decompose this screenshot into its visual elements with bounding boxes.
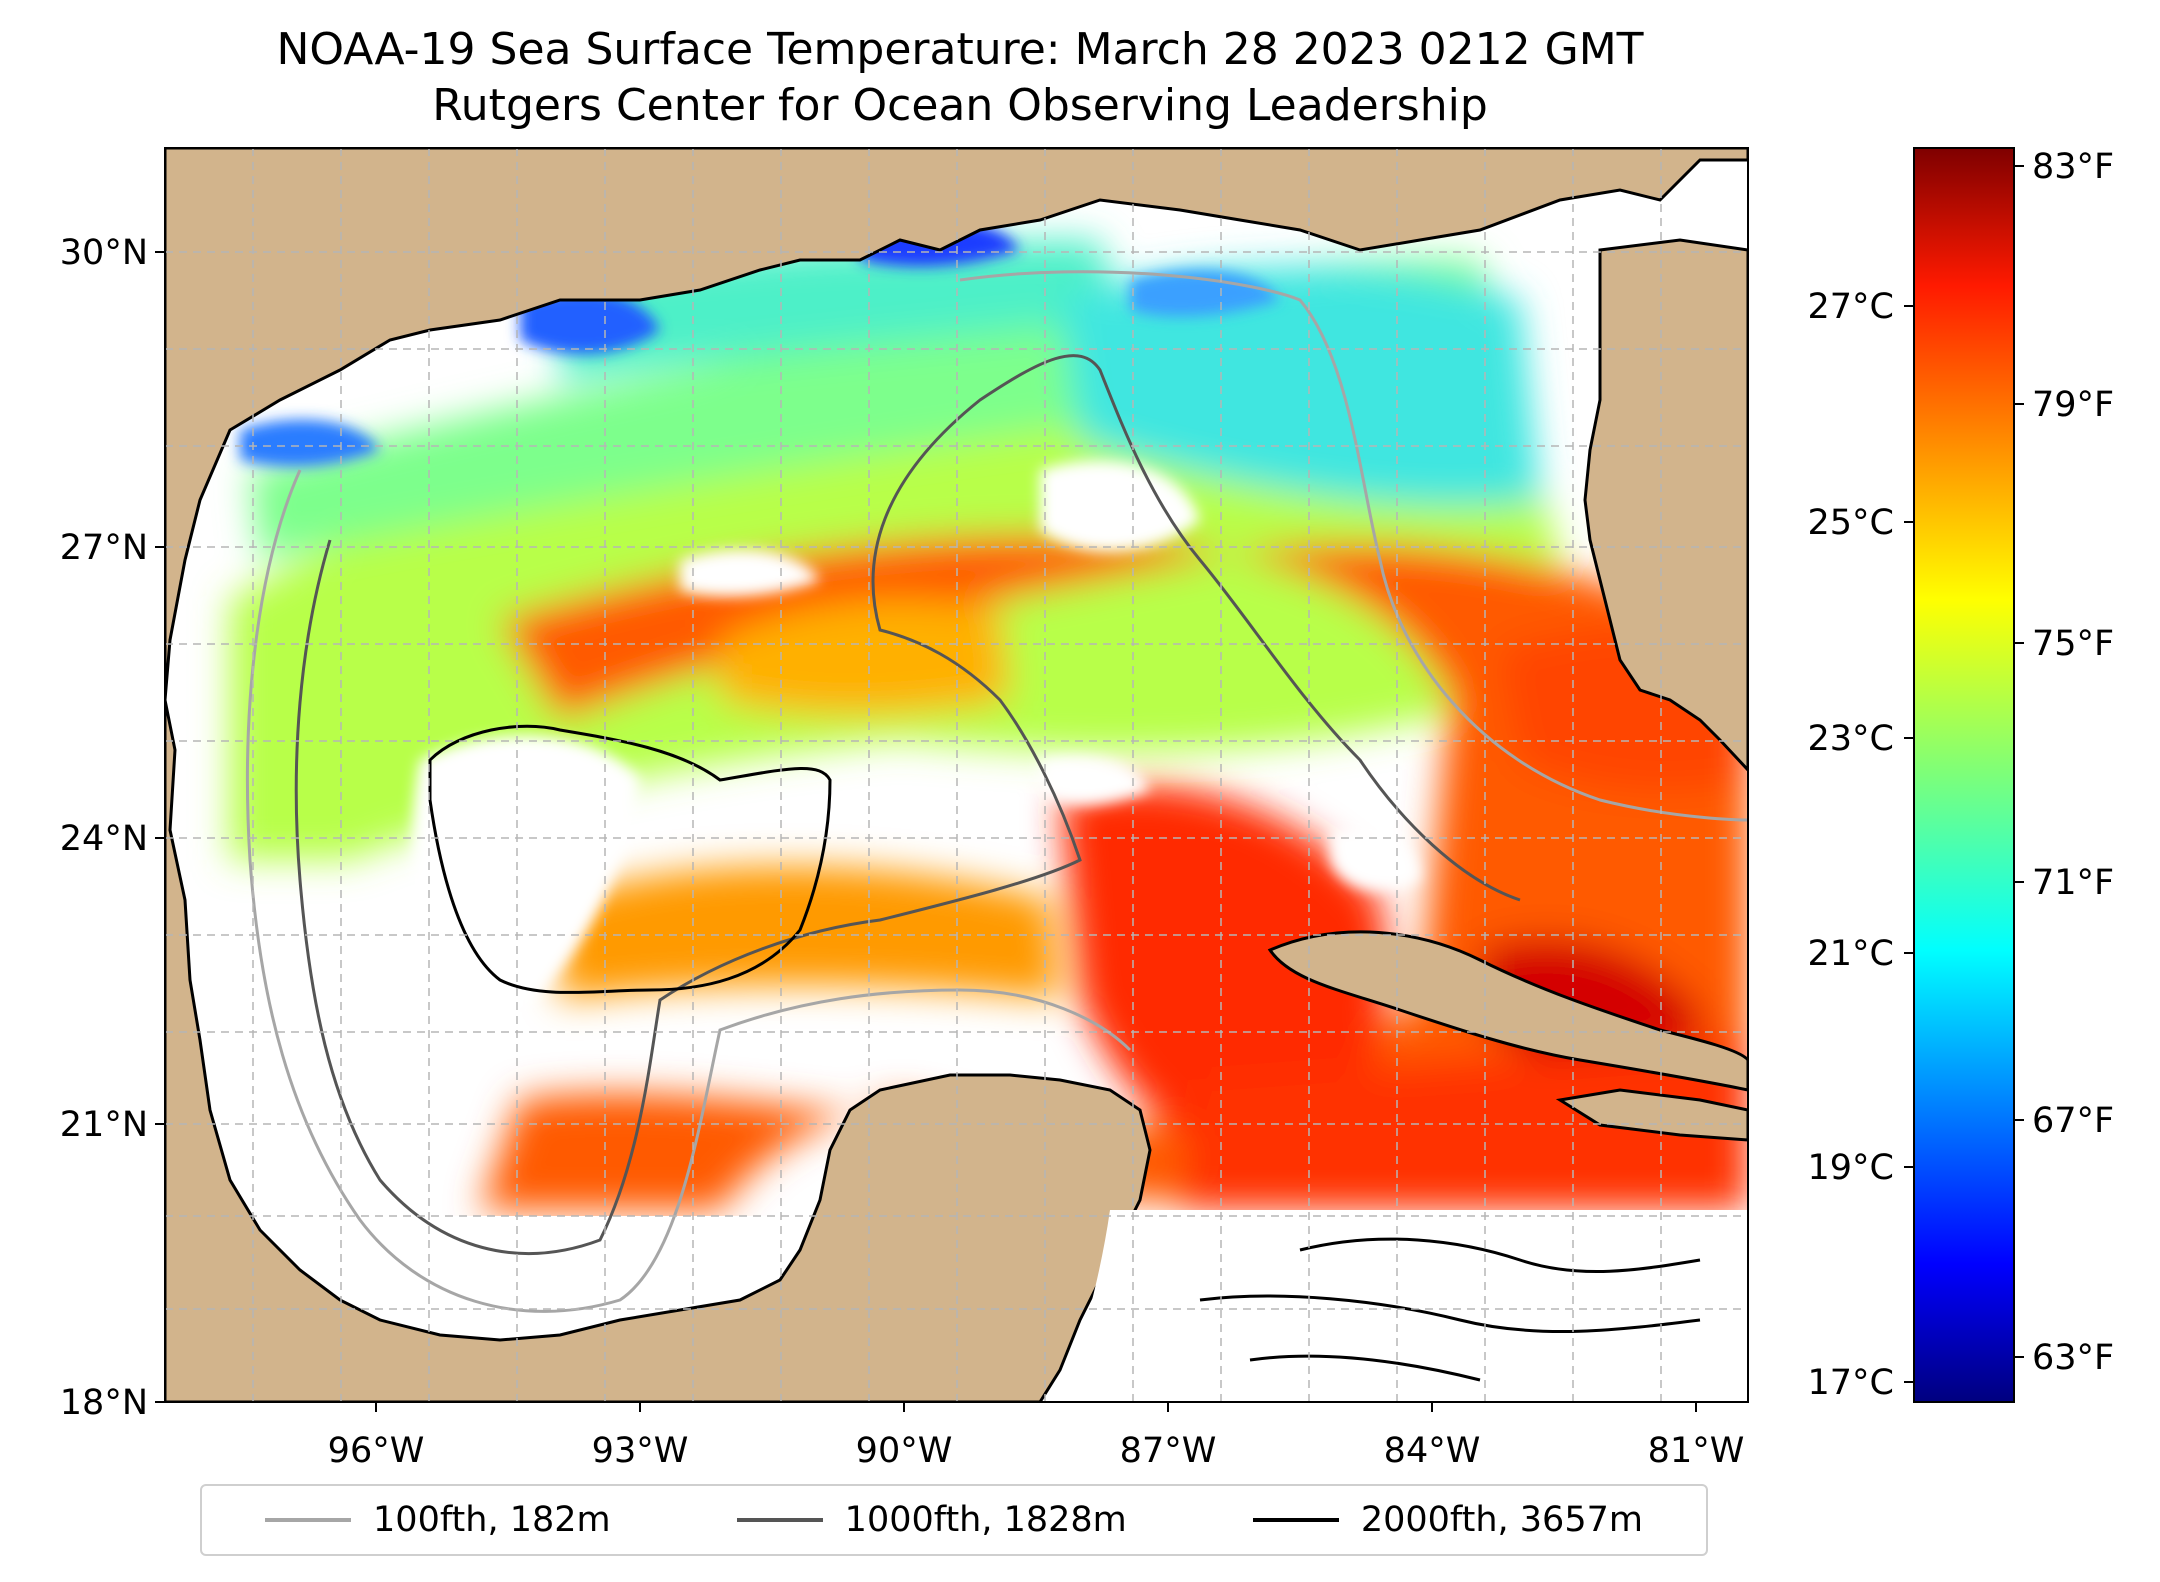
fahrenheit-tick-label: 79°F bbox=[2032, 385, 2114, 425]
lat-tick-label: 27°N bbox=[60, 528, 148, 568]
lon-tick-label: 81°W bbox=[1648, 1431, 1745, 1471]
lat-tick-label: 18°N bbox=[60, 1383, 148, 1423]
fahrenheit-tick-label: 71°F bbox=[2032, 863, 2114, 903]
bathymetry-contours bbox=[245, 270, 1748, 1382]
fahrenheit-tick-label: 63°F bbox=[2032, 1338, 2114, 1378]
colorbar-gradient bbox=[1913, 147, 2015, 1403]
legend-label: 100fth, 182m bbox=[373, 1500, 611, 1540]
sst-field bbox=[165, 219, 1748, 1402]
land bbox=[165, 148, 1748, 1402]
fahrenheit-tick-label: 75°F bbox=[2032, 624, 2114, 664]
celsius-tick-label: 19°C bbox=[1808, 1148, 1894, 1188]
chart-subtitle: Rutgers Center for Ocean Observing Leade… bbox=[432, 80, 1488, 131]
lon-tick-label: 93°W bbox=[592, 1431, 689, 1471]
lon-tick-label: 87°W bbox=[1120, 1431, 1217, 1471]
legend-swatch bbox=[1252, 1518, 1339, 1522]
legend-swatch bbox=[265, 1518, 352, 1522]
lon-axis: 96°W 93°W 90°W 87°W 84°W 81°W bbox=[328, 1402, 1745, 1471]
legend-item-100fth: 100fth, 182m bbox=[265, 1500, 611, 1540]
contour-1000fth bbox=[294, 354, 1521, 1255]
contour-100fth bbox=[245, 270, 1748, 1313]
celsius-tick-label: 23°C bbox=[1808, 719, 1894, 759]
legend-label: 1000fth, 1828m bbox=[844, 1500, 1127, 1540]
lat-tick-label: 24°N bbox=[60, 819, 148, 859]
lat-tick-label: 30°N bbox=[60, 233, 148, 273]
celsius-tick-label: 25°C bbox=[1808, 503, 1894, 543]
contour-legend: 100fth, 182m 1000fth, 1828m 2000fth, 365… bbox=[200, 1484, 1708, 1556]
legend-item-1000fth: 1000fth, 1828m bbox=[736, 1500, 1127, 1540]
legend-item-2000fth: 2000fth, 3657m bbox=[1252, 1500, 1643, 1540]
legend-swatch bbox=[736, 1518, 823, 1522]
lon-tick-label: 90°W bbox=[856, 1431, 953, 1471]
map-frame bbox=[164, 147, 1749, 1403]
celsius-tick-label: 17°C bbox=[1808, 1363, 1894, 1403]
lon-tick-label: 84°W bbox=[1384, 1431, 1481, 1471]
map-panel bbox=[165, 148, 1748, 1402]
lat-tick-label: 21°N bbox=[60, 1105, 148, 1145]
lon-tick-label: 96°W bbox=[328, 1431, 425, 1471]
gridlines bbox=[165, 148, 1748, 1402]
celsius-tick-label: 21°C bbox=[1808, 934, 1894, 974]
lat-axis: 18°N 21°N 24°N 27°N 30°N bbox=[60, 233, 165, 1423]
fahrenheit-tick-label: 67°F bbox=[2032, 1101, 2114, 1141]
legend-label: 2000fth, 3657m bbox=[1360, 1500, 1643, 1540]
colorbar: 27°C 25°C 23°C 21°C 19°C 17°C 83°F 79°F … bbox=[1808, 147, 2114, 1403]
celsius-tick-label: 27°C bbox=[1808, 287, 1894, 327]
contour-2000fth bbox=[428, 724, 832, 994]
chart-title: NOAA-19 Sea Surface Temperature: March 2… bbox=[276, 24, 1644, 75]
fahrenheit-tick-label: 83°F bbox=[2032, 147, 2114, 187]
